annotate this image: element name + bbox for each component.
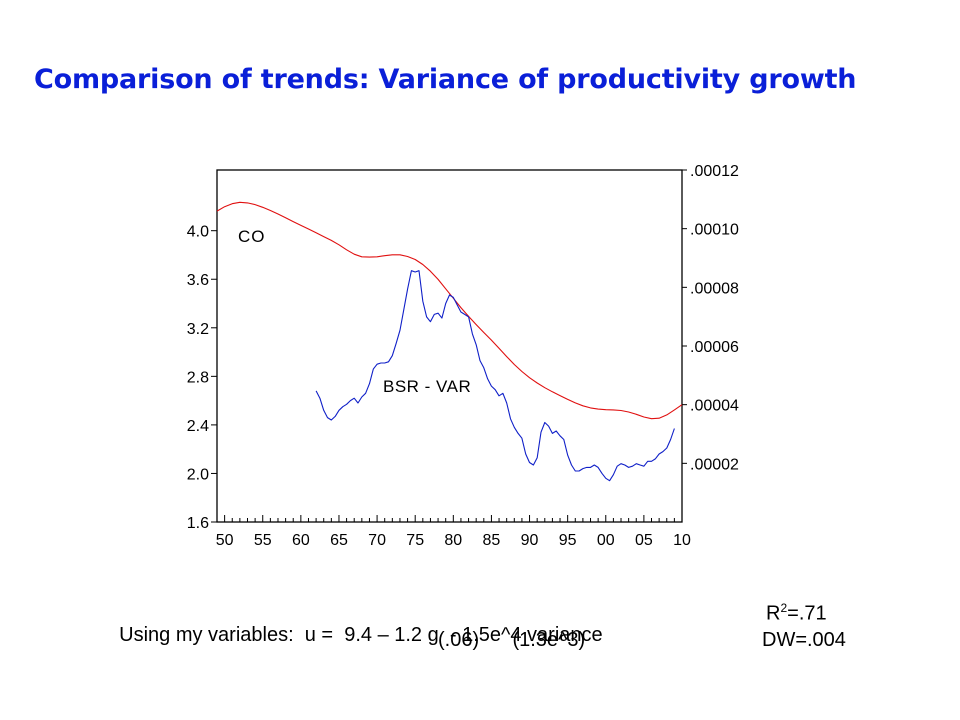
r-squared-symbol: R: [766, 602, 781, 625]
slide-title: Comparison of trends: Variance of produc…: [34, 64, 857, 95]
right-tick-label: .00010: [690, 222, 739, 239]
plot-frame: [216, 169, 683, 523]
series-layer: [216, 201, 683, 482]
x-tick-label: 90: [521, 532, 539, 549]
series-line-co: [216, 201, 683, 420]
x-tick-label: 05: [635, 532, 653, 549]
durbin-watson: DW=.004: [762, 629, 846, 651]
x-tick-label: 10: [673, 532, 691, 549]
right-tick-label: .00002: [690, 456, 739, 473]
left-axis: 1.6 2.0 2.4 2.8 3.2 3.6 4.0: [187, 224, 217, 532]
right-tick-label: .00012: [690, 163, 739, 180]
left-tick-label: 2.4: [187, 418, 209, 435]
right-tick-label: .00008: [690, 280, 739, 297]
r-squared-value: =.71: [787, 602, 827, 625]
x-tick-label: 65: [330, 532, 348, 549]
left-tick-label: 4.0: [187, 224, 209, 241]
r-squared-superscript: 2: [780, 601, 788, 615]
x-axis: 50 55 60 65 70 75 80 85 90 95 00 05 10: [216, 515, 691, 549]
x-tick-label: 95: [559, 532, 577, 549]
x-tick-label: 00: [597, 532, 615, 549]
standard-errors: (.06) (1.3e^3): [438, 629, 586, 651]
right-axis: .00002 .00004 .00006 .00008 .00010 .00012: [682, 163, 739, 473]
x-tick-label: 55: [254, 532, 272, 549]
right-tick-label: .00004: [690, 398, 739, 415]
x-tick-label: 70: [368, 532, 386, 549]
x-tick-label: 80: [444, 532, 462, 549]
series-label-co: CO: [238, 227, 266, 246]
x-tick-label: 50: [216, 532, 234, 549]
series-label-bsr-var: BSR - VAR: [383, 377, 471, 396]
left-tick-label: 2.0: [187, 466, 209, 483]
x-tick-label: 60: [292, 532, 310, 549]
x-tick-label: 85: [483, 532, 501, 549]
x-tick-label: 75: [406, 532, 424, 549]
right-tick-label: .00006: [690, 339, 739, 356]
regression-equation: Using my variables: u = 9.4 – 1.2 g - 1.…: [119, 624, 603, 646]
left-tick-label: 3.2: [187, 321, 209, 338]
r-squared: R2=.71: [766, 601, 827, 626]
left-tick-label: 3.6: [187, 272, 209, 289]
series-line-bsr-var: [315, 270, 675, 482]
left-tick-label: 1.6: [187, 515, 209, 532]
equation-line-1: Using my variables: u = 9.4 – 1.2 g - 1.…: [108, 601, 603, 647]
left-tick-label: 2.8: [187, 369, 209, 386]
